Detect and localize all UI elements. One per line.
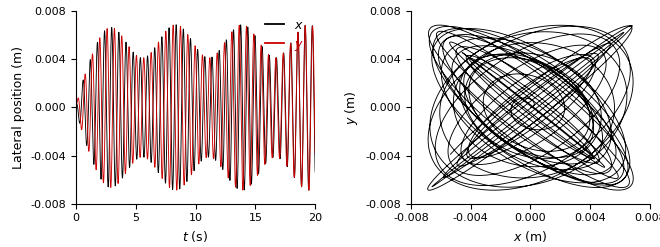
Line: $y$: $y$ [76,25,315,190]
$x$ [269,155,277,158]
$y$ [269,153,277,156]
$x$ [164,101,172,103]
X-axis label: $x$ (m): $x$ (m) [513,229,548,244]
$x$ [312,170,319,173]
$y$ [115,141,123,144]
$y$ [169,24,177,27]
$x$ [115,38,123,41]
$y$ [251,42,259,45]
$x$ [215,50,223,53]
Legend: $x$, $y$: $x$, $y$ [260,14,309,58]
Line: $x$: $x$ [76,25,315,190]
$y$ [72,106,80,109]
$x$ [228,117,236,120]
$x$ [305,189,313,192]
$x$ [72,106,80,109]
$y$ [305,189,313,192]
$y$ [228,33,236,36]
$x$ [172,23,180,26]
$x$ [251,41,259,43]
$y$ [312,153,319,156]
Y-axis label: Lateral position (m): Lateral position (m) [12,46,25,169]
X-axis label: $t$ (s): $t$ (s) [182,229,209,244]
$y$ [164,84,172,87]
Y-axis label: $y$ (m): $y$ (m) [343,90,360,125]
$y$ [215,126,223,129]
